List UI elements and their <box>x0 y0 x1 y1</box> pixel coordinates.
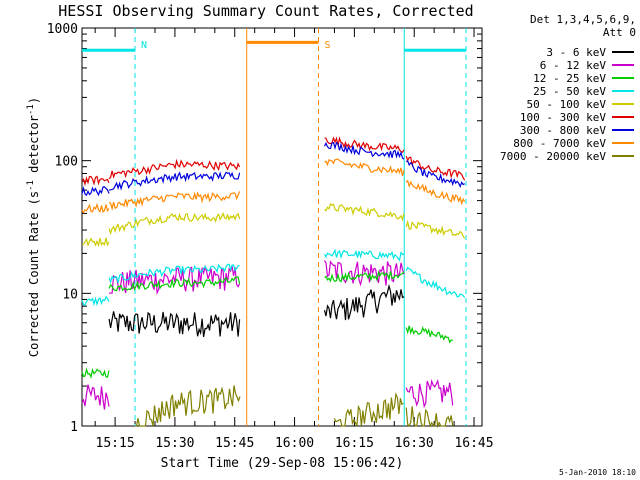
y-axis-label-part-3: ) <box>27 97 41 104</box>
series-trace <box>405 219 466 239</box>
series-line <box>135 385 454 429</box>
annotation-label: N <box>141 40 147 51</box>
date-stamp: 5-Jan-2010 18:10 <box>559 468 636 477</box>
series-trace <box>405 266 466 298</box>
x-axis-ticks: 15:15 15:30 15:45 16:00 16:15 16:30 16:45 <box>94 28 494 451</box>
series-trace <box>406 160 466 188</box>
series-trace <box>333 391 404 427</box>
series-trace <box>323 248 405 262</box>
legend-entry-label: 3 - 6 keV <box>546 46 606 59</box>
y-axis-ticks: 1 10 100 1000 <box>47 22 482 435</box>
x-axis-label: Start Time (29-Sep-08 15:06:42) <box>161 456 404 471</box>
plot-frame <box>81 27 483 427</box>
y-axis-label-part-1: Corrected Count Rate (s <box>27 191 41 357</box>
y-tick-label: 100 <box>55 155 78 170</box>
series-trace <box>324 202 405 222</box>
series-trace <box>405 406 454 429</box>
legend-entry-label: 12 - 25 keV <box>533 72 606 85</box>
annotation-label: S <box>324 40 330 51</box>
series-trace <box>108 158 241 180</box>
legend-entry-label: 800 - 7000 keV <box>513 137 606 150</box>
series-line <box>81 158 466 214</box>
series-trace <box>108 311 241 338</box>
x-tick-label: 16:30 <box>395 436 434 451</box>
series-trace <box>405 155 466 181</box>
series-trace <box>323 260 405 287</box>
x-tick-label: 16:15 <box>335 436 374 451</box>
y-tick-label: 1 <box>70 420 78 435</box>
x-tick-label: 15:15 <box>96 436 135 451</box>
legend-title-line-1: Det 1,3,4,5,6,9, <box>530 13 636 26</box>
series-trace <box>81 367 110 379</box>
series-line <box>81 202 466 248</box>
legend-title-line-2: Att 0 <box>603 26 636 39</box>
legend-entry-label: 50 - 100 keV <box>527 98 607 111</box>
series-line <box>81 260 454 410</box>
series-trace <box>108 263 240 285</box>
x-tick-label: 15:30 <box>155 436 194 451</box>
legend-entry-label: 25 - 50 keV <box>533 85 606 98</box>
series-trace <box>405 378 454 409</box>
series-trace <box>81 237 110 248</box>
y-axis-label-sup-2: -1 <box>26 104 36 115</box>
data-series <box>81 136 466 429</box>
series-trace <box>81 175 110 187</box>
legend-entry-label: 300 - 800 keV <box>520 124 606 137</box>
y-axis-label-sup-1: -1 <box>26 180 36 191</box>
series-trace <box>323 283 405 321</box>
series-trace <box>81 295 110 307</box>
series-trace <box>324 158 405 177</box>
y-tick-label: 10 <box>62 287 78 302</box>
series-line <box>81 248 466 307</box>
series-trace <box>405 179 466 206</box>
x-tick-label: 15:45 <box>215 436 254 451</box>
legend-entry-label: 100 - 300 keV <box>520 111 606 124</box>
series-line <box>81 141 466 197</box>
series-line <box>81 270 453 379</box>
x-tick-label: 16:00 <box>275 436 314 451</box>
legend-entry-label: 7000 - 20000 keV <box>500 150 606 163</box>
series-line <box>108 283 405 338</box>
series-trace <box>405 325 453 344</box>
series-trace <box>109 264 241 296</box>
series-trace <box>81 202 110 214</box>
series-trace <box>108 276 241 292</box>
chart-title: HESSI Observing Summary Count Rates, Cor… <box>58 2 473 20</box>
legend-entry-label: 6 - 12 keV <box>540 59 607 72</box>
y-tick-label: 1000 <box>47 22 78 37</box>
y-axis-label: Corrected Count Rate (s-1 detector-1) <box>26 97 41 357</box>
x-tick-label: 16:45 <box>454 436 493 451</box>
series-trace <box>108 211 241 236</box>
series-trace <box>81 384 110 410</box>
series-trace <box>324 270 405 283</box>
series-trace <box>108 191 241 211</box>
series-trace <box>108 171 241 191</box>
series-trace <box>135 385 241 427</box>
series-trace <box>323 141 405 160</box>
y-axis-label-part-2: detector <box>27 115 41 180</box>
series-trace <box>81 185 110 197</box>
